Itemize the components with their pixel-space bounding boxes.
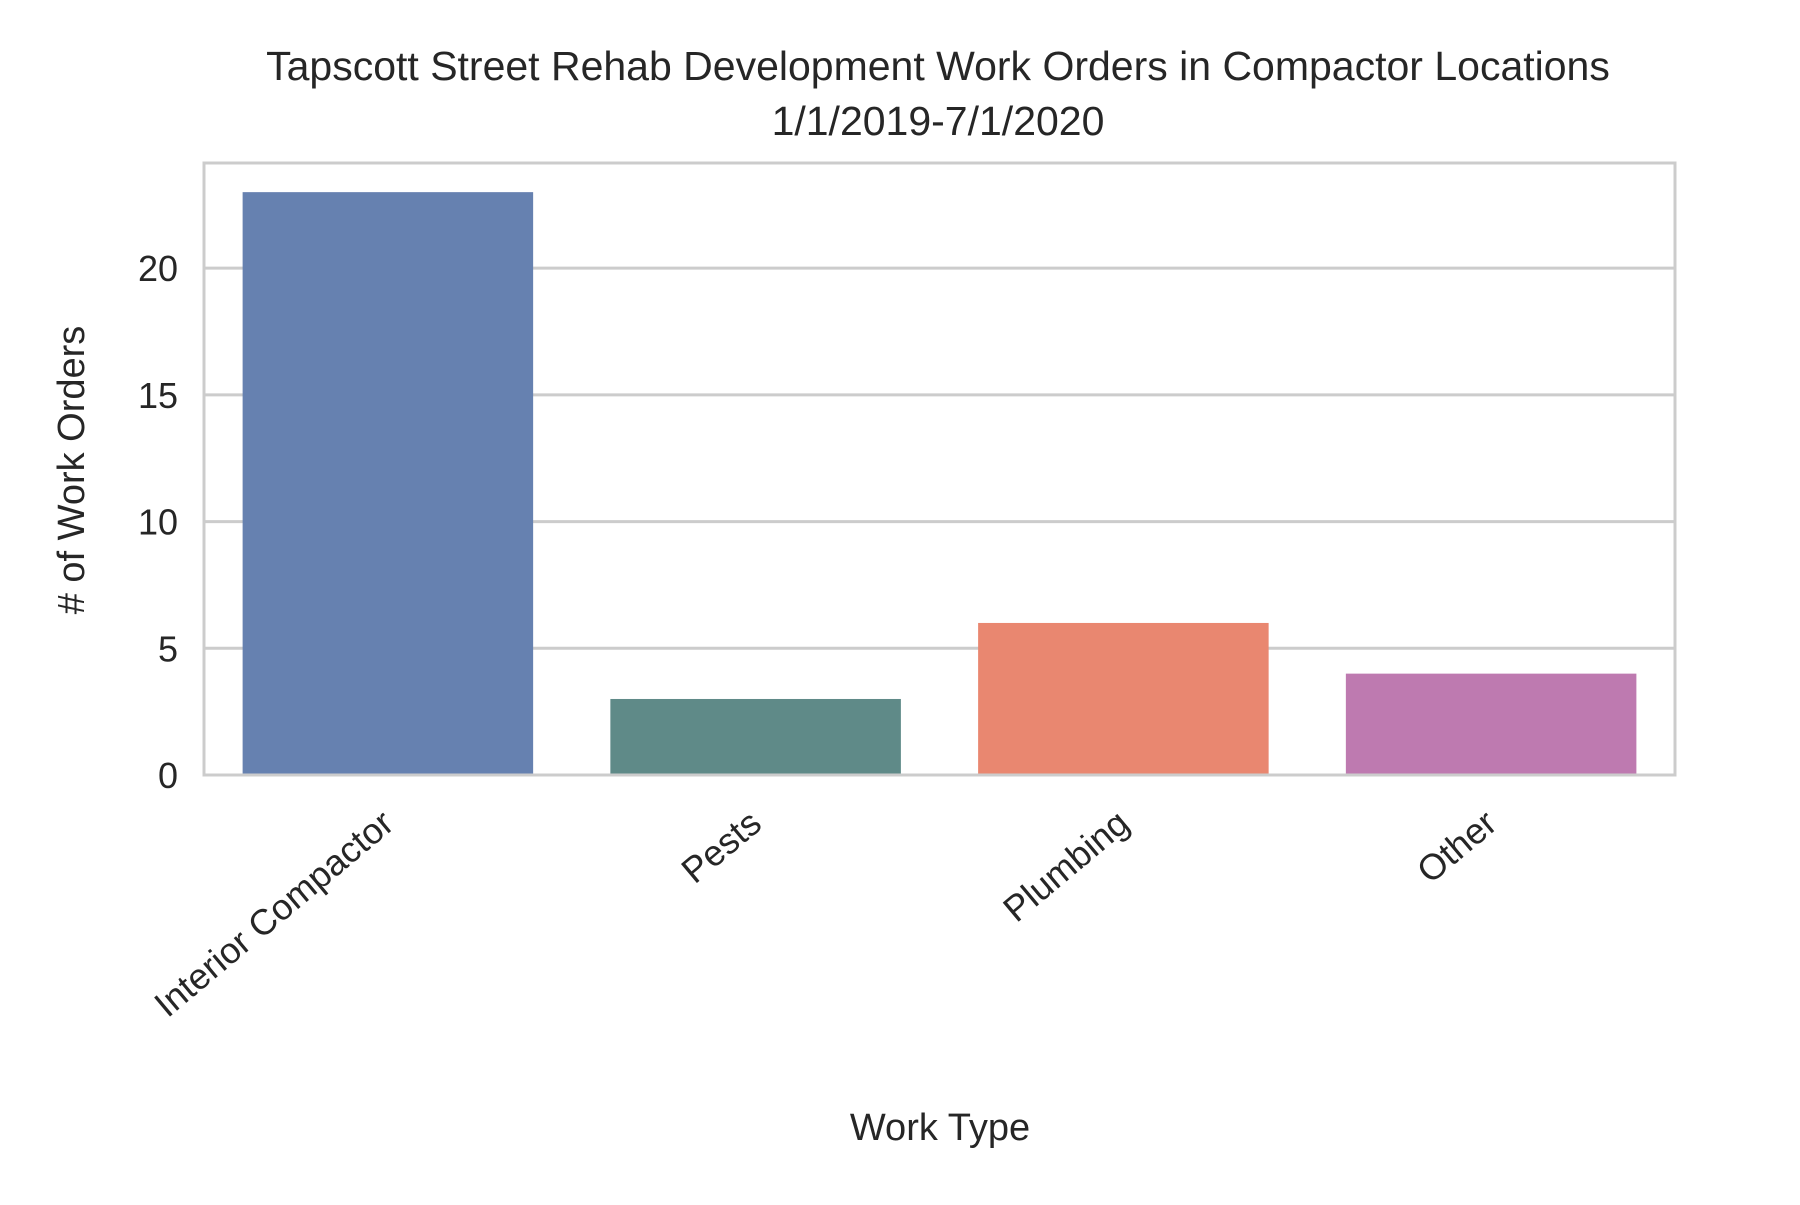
chart-subtitle: 1/1/2019-7/1/2020 (772, 98, 1105, 144)
bars (242, 192, 1637, 776)
y-tick-label: 5 (158, 628, 178, 669)
plot-frame (202, 161, 1677, 777)
y-tick-label: 20 (138, 248, 178, 289)
x-axis-label: Work Type (850, 1107, 1030, 1149)
y-tick-label: 0 (158, 755, 178, 796)
bar (242, 192, 534, 776)
bar (1345, 673, 1637, 775)
chart-title: Tapscott Street Rehab Development Work O… (266, 43, 1610, 89)
bar (978, 622, 1269, 775)
y-axis-label: # of Work Orders (51, 326, 93, 615)
y-tick-labels: 0 5 10 15 20 (138, 248, 178, 796)
y-tick-label: 15 (138, 375, 178, 416)
y-tick-label: 10 (138, 502, 178, 543)
bar (610, 698, 901, 775)
